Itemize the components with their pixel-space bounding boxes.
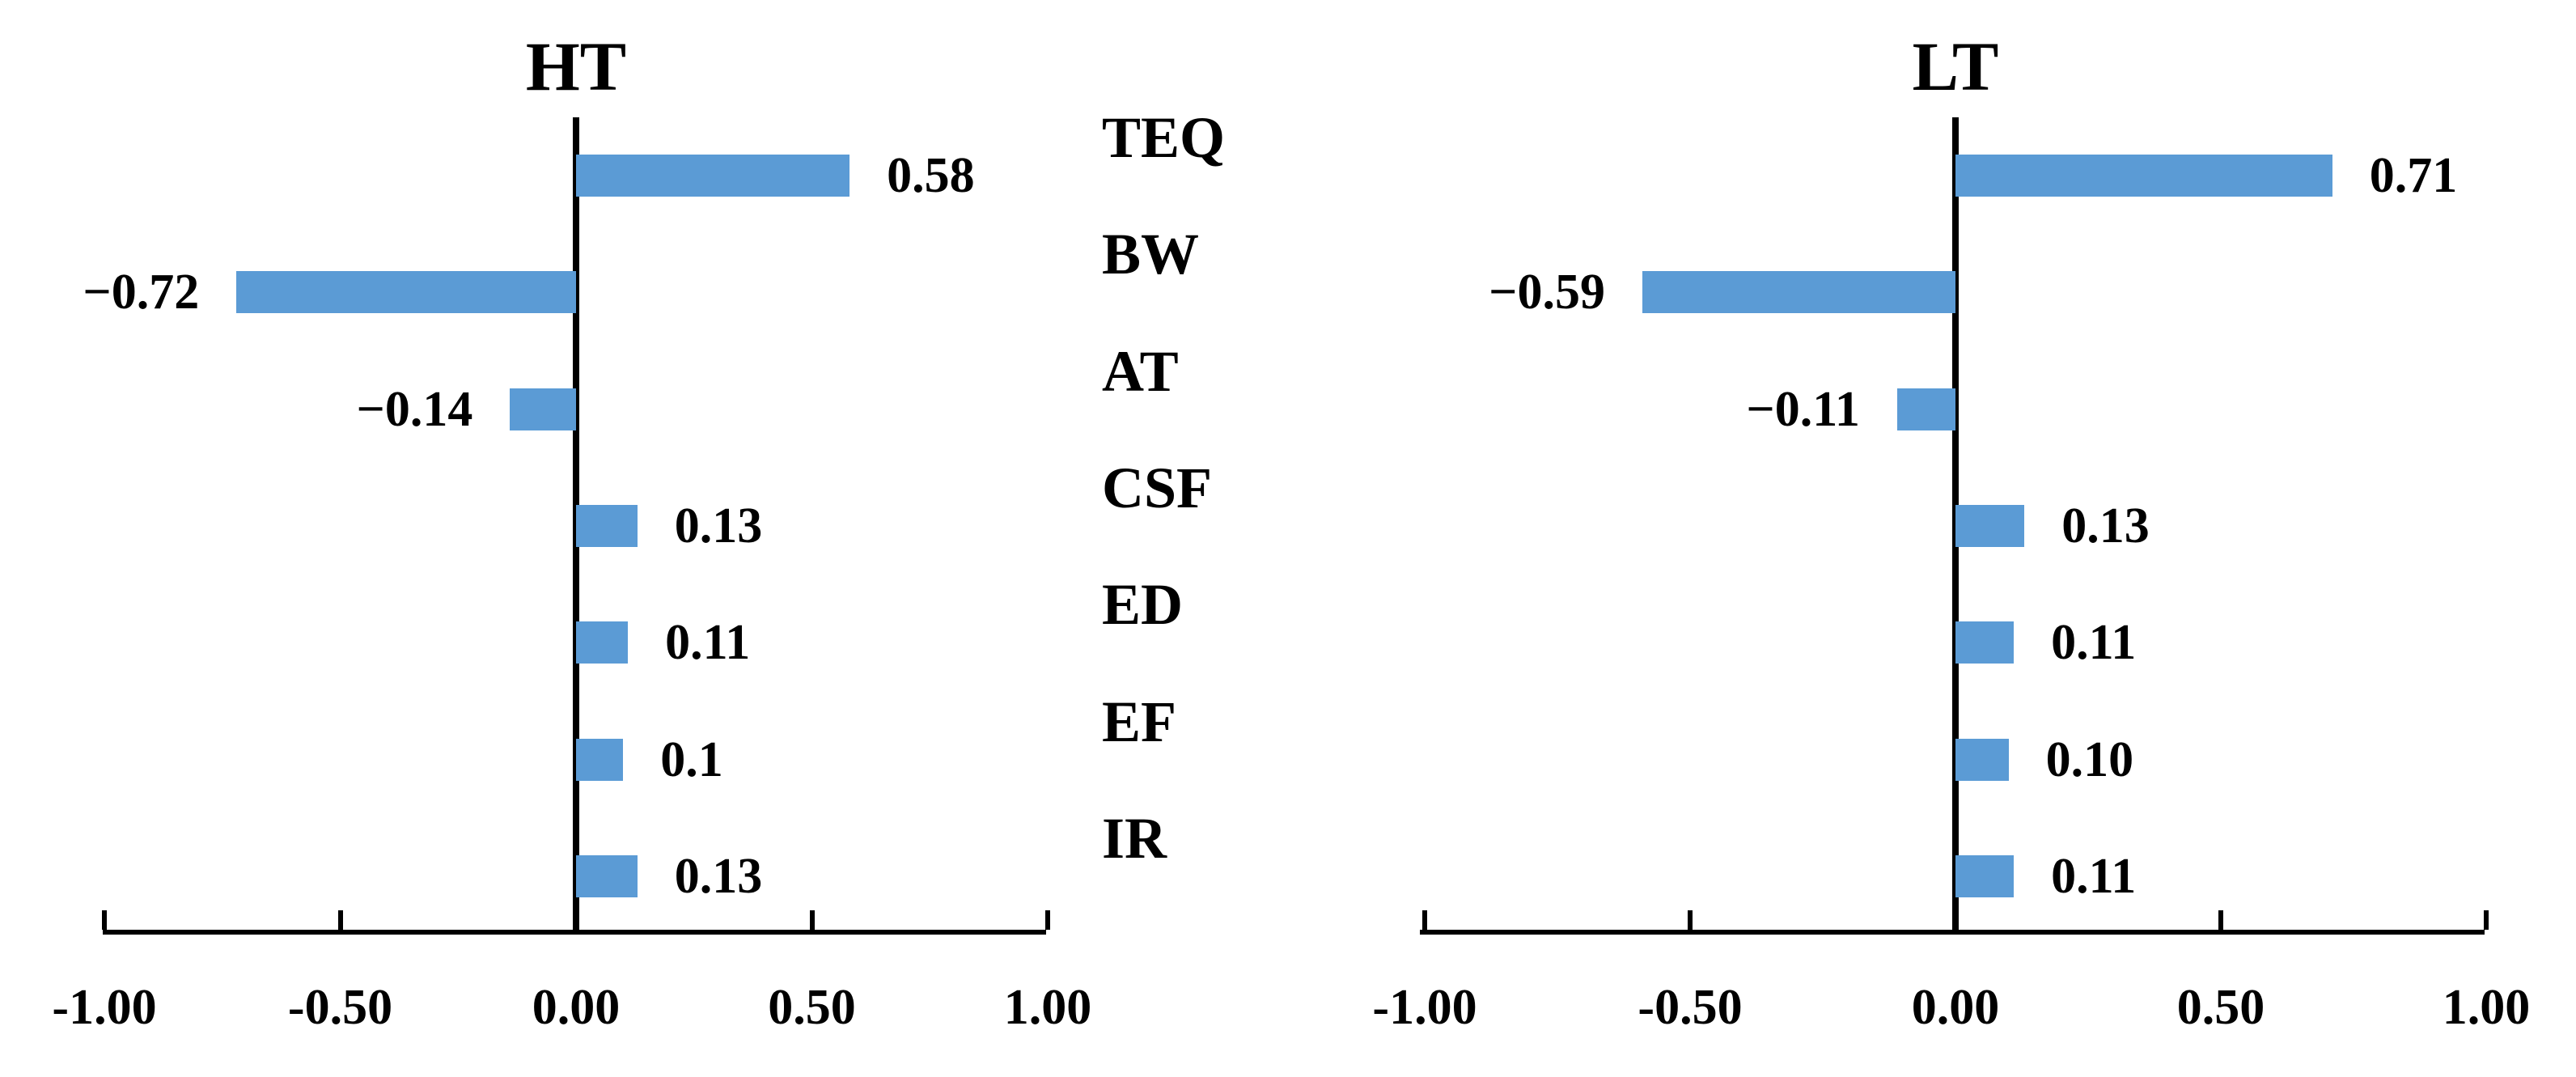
- bar-teq: [1955, 155, 2332, 197]
- bar-chart-lt: -1.00 -0.50 0.00 0.50 1.00 0.71 −0.59 −0.11 0.13…: [1372, 117, 2530, 1032]
- category-label-teq: TEQ: [1102, 105, 1226, 171]
- x-tick-label--0.50: -0.50: [287, 980, 393, 1035]
- bar-teq: [576, 155, 850, 197]
- value-label-csf: 0.13: [674, 498, 763, 553]
- category-label-bw: BW: [1102, 222, 1200, 287]
- bar-ef: [576, 738, 624, 781]
- value-label-ed: 0.11: [2051, 615, 2137, 671]
- value-label-ed: 0.11: [665, 615, 751, 671]
- value-label-at: −0.14: [356, 381, 473, 437]
- x-tick-label-0.00: 0.00: [1911, 980, 2000, 1035]
- category-label-column: TEQ BW AT CSF ED EF IR: [1102, 108, 1369, 935]
- bar-ef: [1955, 738, 2009, 781]
- bar-csf: [576, 505, 638, 547]
- x-tick--0.50: [1688, 910, 1693, 930]
- bar-ir: [1955, 854, 2015, 897]
- x-tick-label-1.00: 1.00: [1003, 980, 1092, 1035]
- value-label-bw: −0.59: [1489, 265, 1605, 320]
- category-label-ef: EF: [1102, 689, 1177, 754]
- x-tick-label-1.00: 1.00: [2442, 980, 2531, 1035]
- bar-ed: [1955, 621, 2015, 664]
- value-label-csf: 0.13: [2061, 498, 2150, 553]
- category-label-at: AT: [1102, 338, 1179, 404]
- x-tick-1.00: [1045, 910, 1050, 930]
- bar-at: [510, 388, 576, 430]
- bar-ed: [576, 621, 629, 664]
- value-label-teq: 0.58: [887, 148, 975, 204]
- value-label-teq: 0.71: [2369, 148, 2458, 204]
- x-tick--1.00: [1422, 910, 1427, 930]
- x-tick-label--1.00: -1.00: [52, 980, 157, 1035]
- value-label-bw: −0.72: [83, 265, 200, 320]
- x-tick-label-0.00: 0.00: [532, 980, 621, 1035]
- value-label-ir: 0.13: [674, 848, 763, 904]
- category-label-ir: IR: [1102, 805, 1167, 871]
- x-tick-0.50: [809, 910, 815, 930]
- value-label-ef: 0.1: [660, 731, 723, 787]
- chart-title-ht: HT: [525, 28, 627, 105]
- x-tick-label-0.50: 0.50: [2176, 980, 2265, 1035]
- x-tick-label--0.50: -0.50: [1638, 980, 1743, 1035]
- x-tick-label--1.00: -1.00: [1372, 980, 1477, 1035]
- x-tick--1.00: [102, 910, 107, 930]
- bar-chart-ht: -1.00 -0.50 0.00 0.50 1.00 0.58 −0.72 −0.14 0.13…: [52, 117, 1091, 1032]
- bar-ir: [576, 854, 638, 897]
- x-tick-1.00: [2484, 910, 2489, 930]
- chart-title-lt: LT: [1912, 28, 1999, 105]
- value-label-at: −0.11: [1746, 381, 1860, 437]
- value-label-ir: 0.11: [2051, 848, 2137, 904]
- bar-bw: [236, 271, 576, 314]
- x-tick-label-0.50: 0.50: [768, 980, 856, 1035]
- bar-at: [1896, 388, 1955, 430]
- bar-bw: [1642, 271, 1955, 314]
- category-label-csf: CSF: [1102, 456, 1213, 520]
- bar-csf: [1955, 505, 2025, 547]
- value-label-ef: 0.10: [2045, 731, 2134, 787]
- category-label-ed: ED: [1102, 572, 1184, 638]
- x-tick-0.50: [2218, 910, 2223, 930]
- x-tick--0.50: [337, 910, 343, 930]
